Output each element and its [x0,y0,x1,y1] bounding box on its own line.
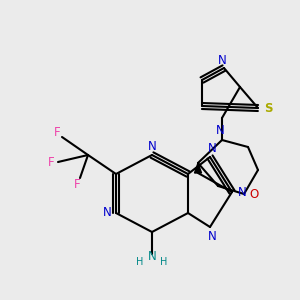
Text: H: H [136,257,144,267]
Text: F: F [74,178,80,190]
Text: F: F [48,155,54,169]
Polygon shape [194,163,202,173]
Text: N: N [148,250,156,262]
Text: H: H [160,257,168,267]
Text: O: O [249,188,259,200]
Text: N: N [103,206,111,220]
Text: N: N [208,142,216,154]
Text: N: N [238,185,246,199]
Text: N: N [208,230,216,242]
Text: N: N [218,53,226,67]
Text: S: S [264,101,272,115]
Text: N: N [148,140,156,152]
Text: N: N [216,124,224,137]
Text: F: F [54,125,60,139]
